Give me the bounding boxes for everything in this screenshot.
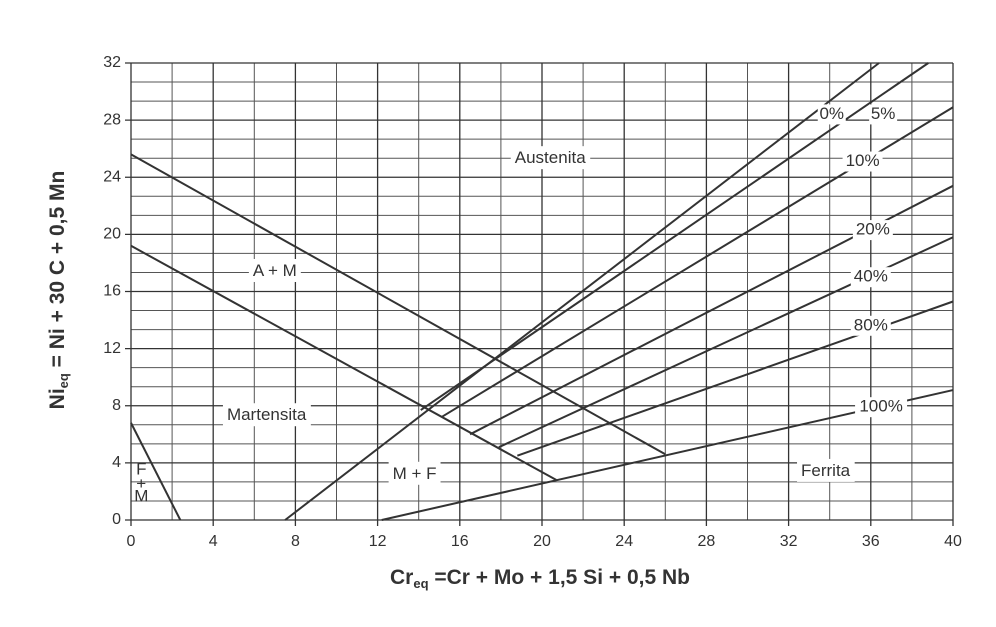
series-line <box>130 153 666 456</box>
series-label: 10% <box>846 151 880 170</box>
series-line <box>130 422 182 521</box>
y-axis-label: Nieq = Ni + 30 C + 0,5 Mn <box>46 171 72 410</box>
label-background <box>852 220 893 241</box>
series-label: 5% <box>871 104 896 123</box>
labels: 0 4 8 12 16 20 24 28 32 36 40 0 4 8 12 16 20 24 28 32 0% 5% 10… <box>103 54 962 550</box>
region-label: Austenita <box>515 148 586 167</box>
x-tick-label: 16 <box>451 533 469 550</box>
region-label: + <box>136 474 146 493</box>
label-background <box>222 403 311 427</box>
y-tick-label: 8 <box>112 397 121 414</box>
y-label-sub: eq <box>56 373 71 388</box>
x-tick-label: 36 <box>862 533 880 550</box>
x-label-rest: =Cr + Mo + 1,5 Si + 0,5 Nb <box>429 566 690 589</box>
label-background <box>510 146 591 170</box>
y-tick-label: 0 <box>112 511 121 528</box>
y-tick-label: 32 <box>103 54 121 71</box>
y-label-main: Ni <box>46 388 69 409</box>
series-line <box>284 62 880 521</box>
series-line <box>420 62 929 411</box>
y-tick-label: 24 <box>103 168 121 185</box>
series-label: 100% <box>859 397 902 416</box>
lines <box>130 62 954 521</box>
region-label: Martensita <box>227 405 307 424</box>
y-label-rest: = Ni + 30 C + 0,5 Mn <box>46 171 69 374</box>
label-background <box>855 397 908 418</box>
series-label: 40% <box>854 267 888 286</box>
label-background <box>817 104 846 125</box>
label-background <box>797 458 855 482</box>
y-tick-label: 16 <box>103 283 121 300</box>
y-tick-label: 20 <box>103 226 121 243</box>
x-tick-label: 28 <box>698 533 716 550</box>
series-label: 0% <box>819 104 844 123</box>
x-label-sub: eq <box>413 576 428 591</box>
label-background <box>869 104 898 125</box>
label-background <box>842 151 883 172</box>
region-label: Ferrita <box>801 461 851 480</box>
x-axis-label: Creq =Cr + Mo + 1,5 Si + 0,5 Nb <box>390 566 690 592</box>
region-label: F <box>136 460 146 479</box>
label-background <box>248 258 301 282</box>
series-label: 80% <box>854 315 888 334</box>
region-label: M <box>134 487 148 506</box>
x-tick-label: 32 <box>780 533 798 550</box>
x-label-main: Cr <box>390 566 413 589</box>
x-tick-label: 40 <box>944 533 962 550</box>
label-background <box>850 315 891 336</box>
x-tick-label: 4 <box>209 533 218 550</box>
series-label: 20% <box>856 220 890 239</box>
x-tick-label: 0 <box>127 533 136 550</box>
series-line <box>130 244 557 481</box>
region-label: A + M <box>253 261 297 280</box>
x-tick-label: 24 <box>615 533 633 550</box>
region-label: M + F <box>393 464 437 483</box>
label-background <box>388 461 441 485</box>
y-tick-label: 4 <box>112 454 121 471</box>
x-tick-label: 12 <box>369 533 387 550</box>
label-background <box>850 267 891 288</box>
y-tick-label: 28 <box>103 111 121 128</box>
y-tick-label: 12 <box>103 340 121 357</box>
x-tick-label: 8 <box>291 533 300 550</box>
x-tick-label: 20 <box>533 533 551 550</box>
